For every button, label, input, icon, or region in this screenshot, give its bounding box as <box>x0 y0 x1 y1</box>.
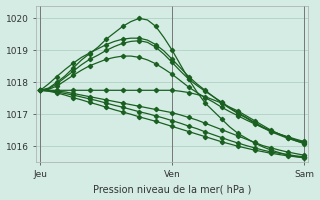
X-axis label: Pression niveau de la mer( hPa ): Pression niveau de la mer( hPa ) <box>93 184 252 194</box>
